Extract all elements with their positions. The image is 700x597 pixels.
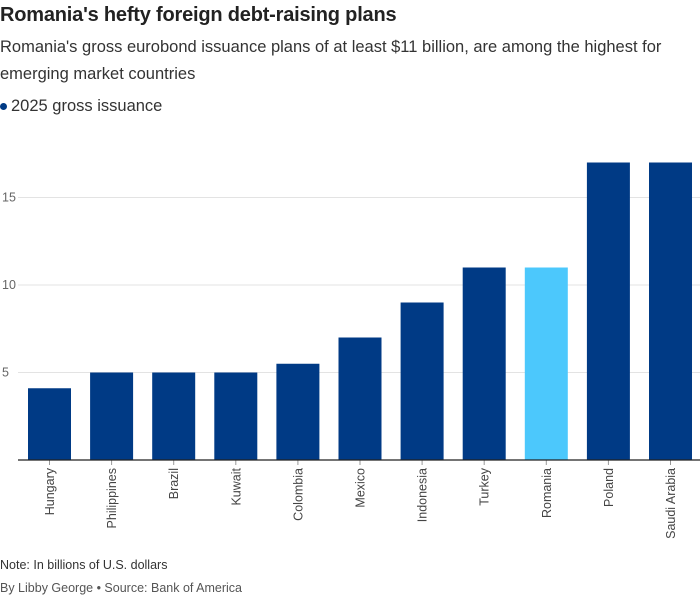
bar-poland <box>586 162 630 460</box>
y-tick-label: 10 <box>2 278 16 292</box>
bar-mexico <box>338 337 382 460</box>
y-axis-ticks: 5 10 15 <box>2 191 16 380</box>
bar-chart: 5 10 15 Hungary Philippines Brazil Kuwait Colo… <box>2 162 700 539</box>
x-tick-label: Saudi Arabia <box>664 468 678 539</box>
bar-brazil <box>152 372 196 460</box>
x-tick-label: Poland <box>602 468 616 507</box>
chart-source: By Libby George • Source: Bank of Americ… <box>0 581 242 595</box>
x-tick-label: Hungary <box>43 467 57 515</box>
bar-indonesia <box>400 302 444 460</box>
y-tick-label: 15 <box>2 191 16 205</box>
bars <box>28 162 692 460</box>
x-tick-label: Philippines <box>105 468 119 528</box>
bar-romania <box>524 267 568 460</box>
bar-colombia <box>276 363 320 460</box>
x-tick-label: Romania <box>540 468 554 518</box>
x-tick-label: Turkey <box>478 467 492 505</box>
chart-subtitle: Romania's gross eurobond issuance plans … <box>0 38 662 83</box>
x-tick-label: Mexico <box>354 468 368 508</box>
x-tick-label: Kuwait <box>229 467 243 505</box>
legend-swatch <box>0 103 7 110</box>
x-tick-label: Brazil <box>167 468 181 499</box>
legend: 2025 gross issuance <box>0 97 162 116</box>
bar-saudi-arabia <box>649 162 692 460</box>
legend-label: 2025 gross issuance <box>11 97 163 115</box>
bar-philippines <box>90 372 134 460</box>
chart-note: Note: In billions of U.S. dollars <box>0 558 168 572</box>
bar-kuwait <box>214 372 258 460</box>
y-tick-label: 5 <box>2 366 9 380</box>
bar-hungary <box>28 388 71 460</box>
x-tick-label: Colombia <box>291 468 305 521</box>
chart-title: Romania's hefty foreign debt-raising pla… <box>0 4 397 26</box>
bar-turkey <box>462 267 506 460</box>
x-tick-label: Indonesia <box>416 468 430 522</box>
x-axis-labels: Hungary Philippines Brazil Kuwait Colombia Me… <box>43 460 678 539</box>
